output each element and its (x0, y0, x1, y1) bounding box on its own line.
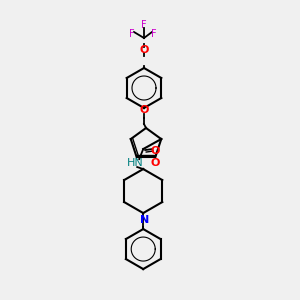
Text: HN: HN (127, 158, 144, 168)
Text: O: O (139, 105, 149, 115)
Text: O: O (151, 158, 160, 168)
Text: O: O (139, 45, 149, 55)
Text: N: N (140, 215, 149, 225)
Text: F: F (151, 29, 157, 39)
Text: F: F (141, 20, 147, 30)
Text: F: F (129, 29, 135, 39)
Text: O: O (151, 146, 160, 156)
